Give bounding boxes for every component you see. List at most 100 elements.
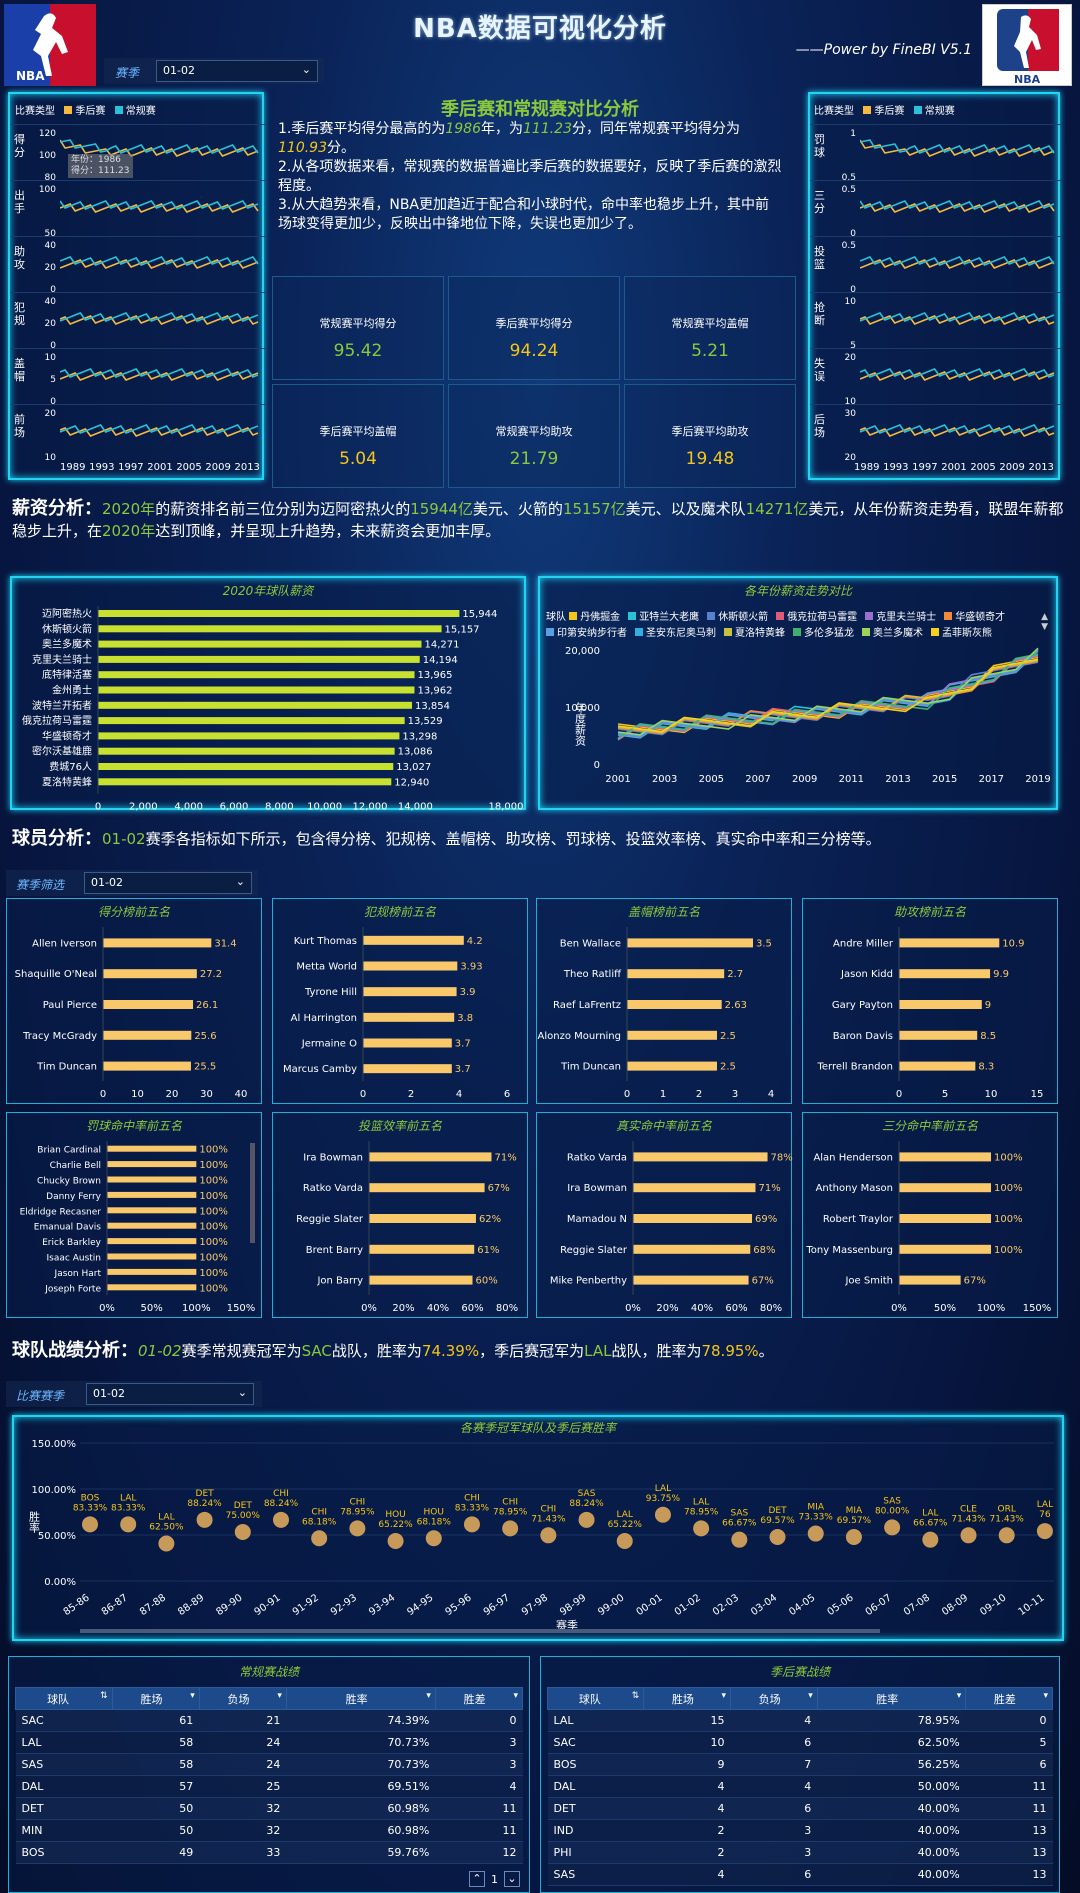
sort-icon[interactable]: ⇅ — [100, 1690, 108, 1701]
x-tick: 40% — [427, 1303, 449, 1314]
dropdown-icon[interactable]: ▾ — [721, 1690, 727, 1701]
legend-item[interactable]: 华盛顿奇才 — [944, 612, 1005, 623]
table-row[interactable]: MIN 50 32 60.98% 11 — [15, 1819, 523, 1842]
sort-icon[interactable]: ⇅ — [631, 1690, 640, 1701]
legend-item[interactable]: 亚特兰大老鹰 — [628, 612, 699, 623]
legend-item[interactable]: 圣安东尼奥马刺 — [635, 628, 716, 639]
table-row[interactable]: BOS 49 33 59.76% 12 — [15, 1841, 523, 1864]
rank-bar — [899, 1152, 991, 1162]
table-cell: 5 — [965, 1731, 1053, 1754]
regular-table: 球队 ⇅ 胜场 ▾ 负场 ▾ 胜率 ▾ 胜差 ▾ SAC 61 21 74.39% 0 LAL 58 24 70.7… — [15, 1687, 524, 1864]
column-header[interactable]: 球队 ⇅ — [15, 1687, 113, 1710]
legend-item[interactable]: 孟菲斯灰熊 — [931, 628, 992, 639]
series-line — [60, 368, 259, 378]
legend-item[interactable]: 丹佛掘金 — [569, 612, 620, 623]
pager-next-icon[interactable]: ⌄ — [504, 1871, 520, 1887]
metric-line-chart — [60, 312, 259, 325]
dropdown-icon[interactable]: ▾ — [426, 1690, 431, 1701]
rank-panel: 投篮效率前五名 Ira Bowman 71% Ratko Varda 67% Reggie… — [272, 1112, 528, 1318]
text-segment: 1.季后赛平均得分最高的为 — [278, 121, 446, 137]
pager-prev-icon[interactable]: ⌃ — [469, 1871, 485, 1887]
table-row[interactable]: DET 50 32 60.98% 11 — [15, 1797, 523, 1820]
legend-item[interactable]: 奥兰多魔术 — [862, 628, 923, 639]
column-header[interactable]: 球队 ⇅ — [546, 1687, 645, 1710]
player-season-select[interactable]: 01-02 ⌄ — [84, 872, 252, 894]
metric-tick: 0 — [50, 285, 56, 295]
legend-playoff[interactable]: 季后赛 — [75, 106, 106, 117]
x-axis-label: 赛季 — [556, 1618, 578, 1632]
table-row[interactable]: SAS 58 24 70.73% 3 — [15, 1753, 523, 1776]
table-row[interactable]: SAS 4 6 40.00% 13 — [547, 1863, 1053, 1886]
rank-panel-title: 助攻榜前五名 — [893, 905, 966, 919]
rank-value: 68% — [753, 1245, 775, 1256]
dropdown-icon[interactable]: ▾ — [956, 1690, 962, 1701]
salary-bar — [98, 701, 413, 709]
x-tick: 1997 — [118, 462, 144, 473]
metric-tick: 0 — [850, 229, 856, 239]
legend-playoff[interactable]: 季后赛 — [874, 106, 905, 117]
metric-label: 前场 — [14, 413, 25, 439]
rank-value: 3.8 — [457, 1013, 473, 1024]
table-row[interactable]: DAL 4 4 50.00% 11 — [547, 1775, 1053, 1798]
legend-regular[interactable]: 常规赛 — [125, 106, 156, 117]
team-season-select[interactable]: 01-02 ⌄ — [86, 1383, 254, 1405]
column-header[interactable]: 负场 ▾ — [730, 1687, 818, 1710]
legend-item[interactable]: 印第安纳步行者 — [546, 628, 627, 639]
table-row[interactable]: SAC 61 21 74.39% 0 — [15, 1709, 523, 1732]
table-row[interactable]: SAC 10 6 62.50% 5 — [547, 1731, 1053, 1754]
scrollbar[interactable] — [250, 1143, 255, 1243]
column-header[interactable]: 胜场 ▾ — [111, 1687, 200, 1710]
rank-value: 8.3 — [978, 1062, 994, 1073]
rank-value: 3.93 — [460, 962, 482, 973]
legend-item[interactable]: 休斯顿火箭 — [707, 612, 768, 623]
champion-team: CHI — [464, 1493, 480, 1503]
legend-item[interactable]: 夏洛特黄蜂 — [724, 628, 785, 639]
dropdown-icon[interactable]: ▾ — [277, 1690, 282, 1701]
player-name: Erick Barkley — [42, 1238, 102, 1248]
x-tick: 2009 — [999, 462, 1025, 473]
table-row[interactable]: DET 4 6 40.00% 11 — [547, 1797, 1053, 1820]
dropdown-icon[interactable]: ▾ — [513, 1690, 518, 1701]
legend-regular[interactable]: 常规赛 — [924, 106, 955, 117]
player-name: Reggie Slater — [296, 1214, 364, 1225]
legend-item-label: 克里夫兰骑士 — [876, 612, 937, 623]
table-cell: 2 — [643, 1819, 731, 1842]
table-row[interactable]: BOS 9 7 56.25% 6 — [547, 1753, 1053, 1776]
legend-item[interactable]: 多伦多猛龙 — [793, 628, 854, 639]
column-header[interactable]: 胜率 ▾ — [285, 1687, 436, 1710]
kpi-card: 季后赛平均得分 94.24 — [448, 276, 620, 380]
legend-scroll-icon[interactable]: ▲ ▼ — [1041, 612, 1048, 632]
dropdown-icon[interactable]: ▾ — [808, 1690, 813, 1701]
dropdown-icon[interactable]: ▾ — [1043, 1690, 1048, 1701]
player-name: Reggie Slater — [560, 1245, 628, 1256]
text-segment: 78.95% — [701, 1342, 759, 1360]
bar-label: 华盛顿奇才 — [42, 729, 92, 742]
champion-team: CHI — [350, 1497, 366, 1507]
table-cell: 3 — [730, 1841, 818, 1864]
table-row[interactable]: LAL 58 24 70.73% 3 — [15, 1731, 523, 1754]
rank-bar — [107, 1191, 197, 1198]
text-segment: 分，同年常规赛平均得分为 — [572, 121, 740, 137]
table-row[interactable]: DAL 57 25 69.51% 4 — [15, 1775, 523, 1798]
player-name: Ratko Varda — [567, 1152, 627, 1163]
legend-item[interactable]: 俄克拉荷马雷霆 — [776, 612, 857, 623]
table-row[interactable]: LAL 15 4 78.95% 0 — [547, 1709, 1053, 1732]
season-select[interactable]: 01-02 ⌄ — [156, 60, 318, 82]
column-header[interactable]: 胜场 ▾ — [643, 1687, 732, 1710]
y-tick: 0.00% — [44, 1577, 76, 1588]
legend-item[interactable]: 克里夫兰骑士 — [865, 612, 936, 623]
column-header[interactable]: 胜差 ▾ — [434, 1687, 524, 1710]
player-name: Jason Kidd — [840, 969, 893, 980]
column-header[interactable]: 胜率 ▾ — [816, 1687, 967, 1710]
player-name: Joseph Forte — [44, 1284, 101, 1294]
table-row[interactable]: IND 2 3 40.00% 13 — [547, 1819, 1053, 1842]
column-header[interactable]: 负场 ▾ — [198, 1687, 287, 1710]
pager-page: 1 — [491, 1872, 498, 1886]
text-segment: 110.93 — [278, 140, 327, 156]
champion-rate: 88.24% — [264, 1499, 299, 1509]
table-row[interactable]: PHI 2 3 40.00% 13 — [547, 1841, 1053, 1864]
player-name: Tony Massenburg — [805, 1245, 893, 1256]
dropdown-icon[interactable]: ▾ — [190, 1690, 195, 1701]
column-header[interactable]: 胜差 ▾ — [965, 1687, 1053, 1710]
rank-bar — [627, 938, 753, 948]
